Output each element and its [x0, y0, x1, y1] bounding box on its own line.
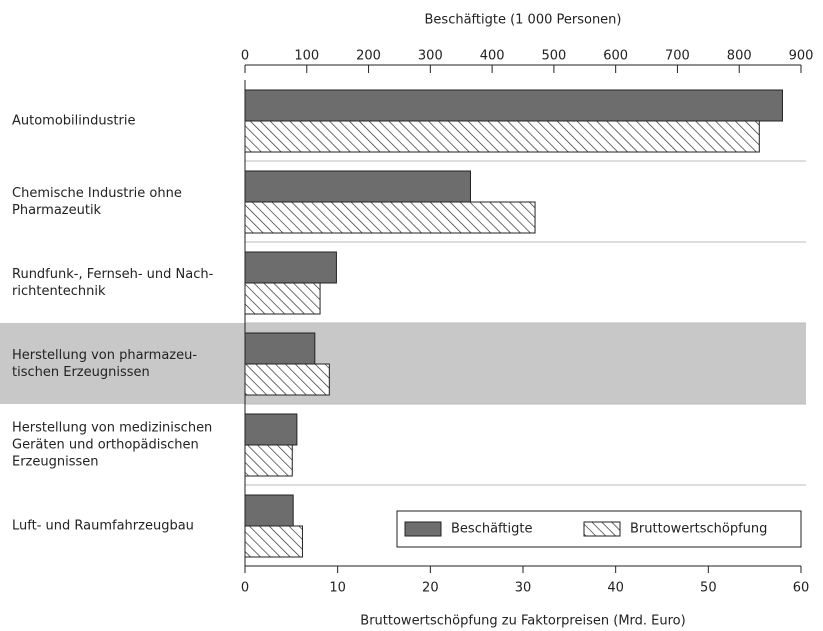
bar — [244, 201, 536, 234]
bottom-axis-title: Bruttowertschöpfung zu Faktorpreisen (Mr… — [360, 614, 685, 629]
bar — [244, 494, 294, 527]
category-label: Rundfunk-, Fernseh- und Nach- — [12, 267, 214, 282]
top-tick-label: 900 — [789, 49, 814, 64]
top-tick-label: 200 — [356, 49, 381, 64]
bottom-tick-label: 50 — [700, 581, 717, 596]
bar — [244, 332, 316, 365]
category-label: tischen Erzeugnissen — [12, 365, 150, 380]
category-label: Erzeugnissen — [12, 455, 99, 470]
bar — [244, 525, 303, 558]
bar — [244, 413, 298, 446]
legend-swatch — [404, 521, 442, 537]
category-label: Herstellung von pharmazeu- — [12, 348, 197, 363]
bar — [244, 444, 293, 477]
category-label: richtentechnik — [12, 284, 106, 299]
bar — [244, 251, 337, 284]
top-tick-label: 300 — [418, 49, 443, 64]
legend-label: Bruttowertschöpfung — [630, 522, 767, 537]
bottom-tick-label: 40 — [607, 581, 624, 596]
top-tick-label: 100 — [294, 49, 319, 64]
bottom-tick-label: 20 — [422, 581, 439, 596]
bar — [244, 170, 471, 203]
category-label: Pharmazeutik — [12, 203, 102, 218]
bar — [244, 120, 760, 153]
top-tick-label: 700 — [665, 49, 690, 64]
highlight-row — [0, 323, 806, 404]
bar — [244, 363, 330, 396]
top-tick-label: 500 — [541, 49, 566, 64]
top-axis-title: Beschäftigte (1 000 Personen) — [425, 13, 622, 28]
category-label: Automobilindustrie — [12, 114, 135, 129]
bottom-tick-label: 10 — [329, 581, 346, 596]
bottom-tick-label: 30 — [515, 581, 532, 596]
top-tick-label: 600 — [603, 49, 628, 64]
category-label: Geräten und orthopädischen — [12, 438, 199, 453]
category-label: Luft- und Raumfahrzeugbau — [12, 519, 194, 534]
legend-label: Beschäftigte — [451, 522, 532, 537]
bar — [244, 282, 321, 315]
top-tick-label: 400 — [480, 49, 505, 64]
category-label: Herstellung von medizinischen — [12, 421, 212, 436]
legend-swatch — [583, 521, 621, 537]
bottom-tick-label: 60 — [793, 581, 810, 596]
top-tick-label: 800 — [727, 49, 752, 64]
bottom-tick-label: 0 — [241, 581, 249, 596]
top-tick-label: 0 — [241, 49, 249, 64]
bar — [244, 89, 783, 122]
category-label: Chemische Industrie ohne — [12, 186, 182, 201]
